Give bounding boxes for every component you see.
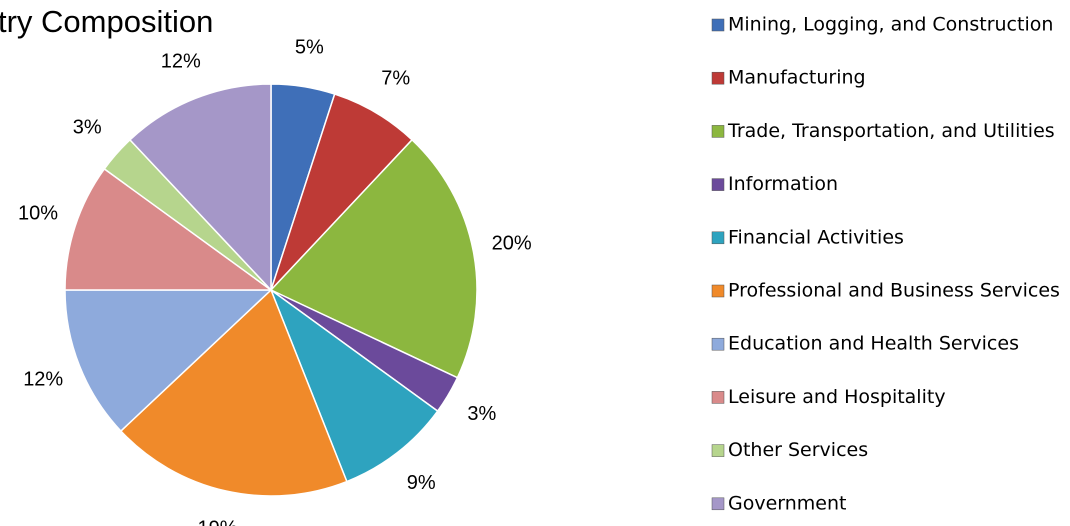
legend-marker (711, 284, 725, 298)
legend-marker (711, 178, 725, 191)
legend-label: Manufacturing (728, 67, 866, 89)
pie-slice (269, 287, 439, 483)
pie-slice (64, 289, 273, 433)
legend-marker (711, 125, 725, 138)
legend-label: Information (728, 173, 838, 195)
chart-title: try Composition (0, 4, 213, 39)
legend-label: Mining, Logging, and Construction (728, 14, 1053, 36)
data-label: 12% (161, 50, 201, 72)
data-label: 10% (18, 203, 58, 225)
legend-label: Leisure and Hospitality (728, 386, 946, 408)
legend-label: Government (728, 492, 847, 514)
data-label: 5% (295, 36, 324, 58)
data-label: 9% (407, 472, 436, 494)
legend-label: Trade, Transportation, and Utilities (727, 120, 1055, 142)
data-label: 20% (492, 232, 532, 254)
data-label: 12% (23, 368, 63, 390)
legend-marker (711, 391, 725, 404)
pie-slice (128, 83, 272, 292)
pie-slice (119, 288, 348, 497)
legend-marker (711, 71, 725, 85)
pie-slice (64, 167, 274, 291)
data-label: 7% (381, 67, 410, 89)
legend-marker (711, 444, 725, 457)
legend-label: Professional and Business Services (728, 280, 1060, 302)
data-label: 19% (198, 517, 238, 526)
legend-marker (711, 18, 725, 32)
legend-marker (711, 497, 725, 511)
data-label: 3% (73, 116, 102, 138)
data-label: 3% (467, 403, 496, 425)
legend-label: Financial Activities (728, 226, 904, 248)
legend-marker (711, 337, 725, 351)
legend-label: Education and Health Services (728, 333, 1019, 355)
legend-label: Other Services (728, 439, 868, 461)
pie-slice (269, 138, 478, 379)
legend-marker (711, 231, 725, 245)
